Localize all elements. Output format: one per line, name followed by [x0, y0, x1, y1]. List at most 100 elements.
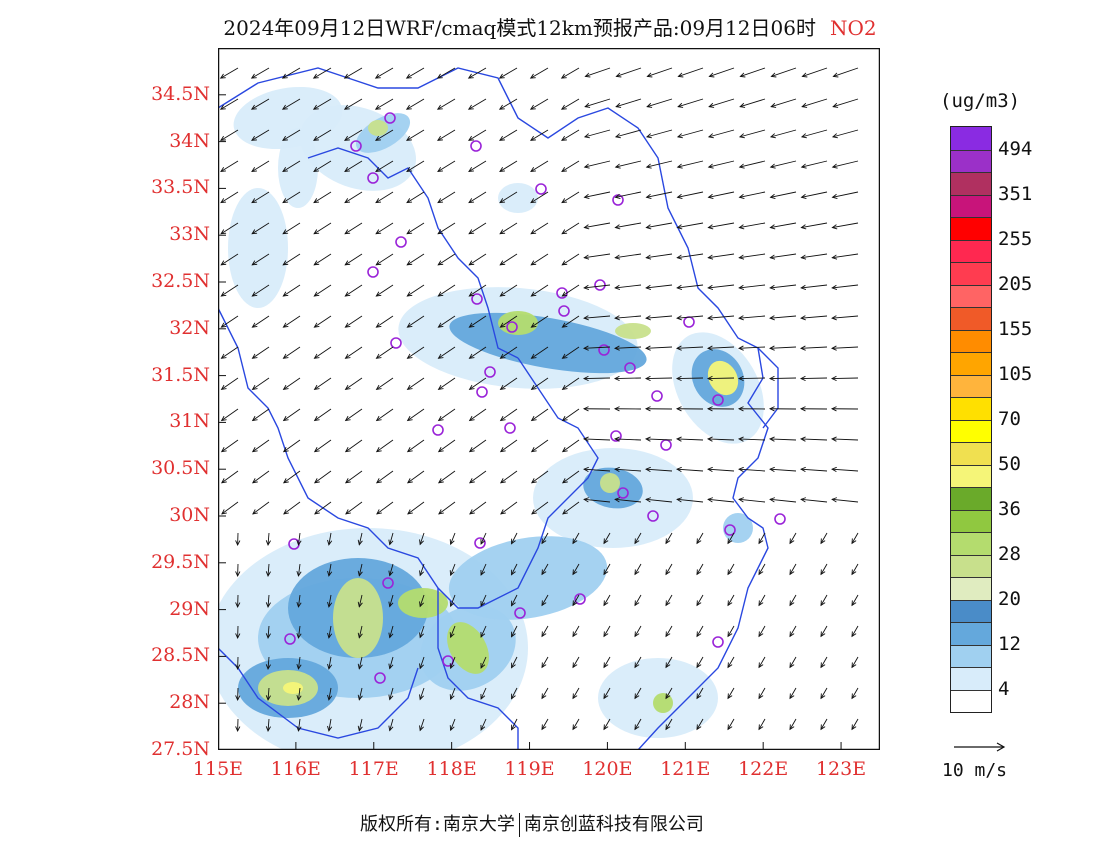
- wind-arrowhead: [789, 569, 795, 576]
- wind-arrowhead: [645, 224, 652, 230]
- wind-arrow: [696, 563, 704, 575]
- wind-arrow: [789, 656, 797, 668]
- wind-arrowhead: [282, 291, 289, 297]
- wind-arrow: [541, 594, 549, 606]
- wind-arrowhead: [561, 447, 568, 453]
- wind-arrow: [615, 222, 642, 228]
- wind-arrow: [801, 315, 828, 319]
- wind-arrow: [375, 222, 394, 235]
- wind-arrow: [450, 656, 456, 669]
- wind-arrowhead: [406, 260, 413, 266]
- wind-arrowhead: [499, 135, 505, 141]
- wind-arrowhead: [800, 133, 807, 139]
- wind-arrowhead: [758, 631, 764, 638]
- wind-arrowhead: [665, 693, 671, 700]
- plume: [653, 693, 673, 713]
- wind-arrow: [282, 67, 301, 79]
- wind-arrow: [406, 129, 425, 141]
- wind-arrowhead: [614, 466, 620, 473]
- wind-arrow: [251, 222, 270, 235]
- wind-arrow: [375, 67, 394, 79]
- wind-arrow: [328, 563, 332, 576]
- wind-arrow: [820, 532, 828, 544]
- wind-arrowhead: [449, 725, 455, 732]
- wind-reference-label: 10 m/s: [942, 760, 1008, 781]
- wind-arrowhead: [251, 167, 257, 173]
- wind-arrowhead: [296, 695, 302, 701]
- wind-arrowhead: [831, 133, 838, 139]
- wind-arrowhead: [676, 345, 682, 351]
- wind-arrow: [345, 315, 363, 328]
- monitoring-site: [470, 140, 482, 152]
- lat-label: 28N: [169, 691, 210, 714]
- wind-arrowhead: [707, 163, 714, 169]
- wind-arrowhead: [676, 163, 683, 169]
- wind-arrowhead: [327, 570, 333, 577]
- wind-arrowhead: [676, 133, 683, 139]
- monitoring-site: [514, 607, 526, 619]
- wind-arrowhead: [831, 224, 838, 230]
- monitoring-site: [384, 112, 396, 124]
- wind-arrowhead: [738, 284, 745, 291]
- wind-arrow: [252, 408, 270, 421]
- wind-arrowhead: [437, 322, 444, 328]
- wind-arrowhead: [344, 478, 351, 484]
- concentration-map: [218, 48, 880, 750]
- wind-arrow: [584, 315, 611, 319]
- wind-arrowhead: [313, 322, 320, 328]
- wind-arrow: [252, 439, 270, 453]
- wind-arrow: [801, 160, 828, 168]
- wind-arrow: [665, 687, 673, 699]
- wind-arrow: [832, 191, 859, 198]
- wind-arrowhead: [572, 538, 578, 545]
- wind-arrow: [437, 160, 456, 172]
- monitoring-site: [724, 524, 736, 536]
- wind-arrowhead: [375, 260, 382, 266]
- wind-arrow: [531, 315, 549, 328]
- wind-arrowhead: [583, 254, 590, 260]
- plume: [283, 682, 303, 694]
- wind-arrowhead: [739, 72, 746, 78]
- wind-arrowhead: [344, 384, 351, 390]
- wind-arrow: [561, 98, 580, 110]
- wind-arrowhead: [468, 167, 474, 173]
- wind-arrowhead: [221, 509, 227, 515]
- wind-arrow: [267, 563, 270, 576]
- wind-arrowhead: [831, 497, 837, 503]
- wind-arrow: [740, 98, 766, 108]
- wind-arrowhead: [758, 569, 764, 576]
- wind-arrowhead: [789, 724, 795, 731]
- wind-arrowhead: [727, 569, 733, 576]
- wind-arrow: [634, 718, 642, 730]
- wind-arrow: [469, 315, 487, 328]
- wind-arrow: [708, 468, 735, 472]
- wind-arrowhead: [615, 102, 622, 108]
- wind-arrow: [562, 439, 580, 453]
- wind-arrow: [739, 498, 766, 503]
- wind-arrow: [696, 687, 704, 699]
- wind-arrowhead: [737, 436, 744, 442]
- wind-arrow: [468, 253, 487, 266]
- wind-arrowhead: [541, 662, 547, 669]
- colorbar-label: 28: [998, 542, 1021, 565]
- colorbar: [950, 126, 992, 713]
- wind-arrow: [438, 284, 456, 297]
- lat-label: 32N: [169, 316, 210, 339]
- wind-arrowhead: [251, 322, 258, 328]
- wind-arrowhead: [800, 345, 806, 351]
- wind-arrowhead: [480, 538, 486, 545]
- wind-arrow: [469, 439, 487, 453]
- wind-arrow: [789, 594, 797, 606]
- wind-arrow: [561, 222, 580, 235]
- wind-arrowhead: [530, 478, 537, 484]
- wind-arrow: [437, 191, 456, 203]
- colorbar-box: [951, 464, 991, 487]
- wind-arrow: [344, 222, 363, 235]
- wind-arrowhead: [561, 322, 568, 328]
- wind-arrow: [770, 315, 797, 319]
- wind-arrow: [646, 468, 673, 472]
- wind-arrowhead: [406, 447, 413, 453]
- wind-arrowhead: [437, 353, 444, 359]
- wind-arrow: [500, 315, 518, 328]
- wind-arrow: [708, 253, 735, 259]
